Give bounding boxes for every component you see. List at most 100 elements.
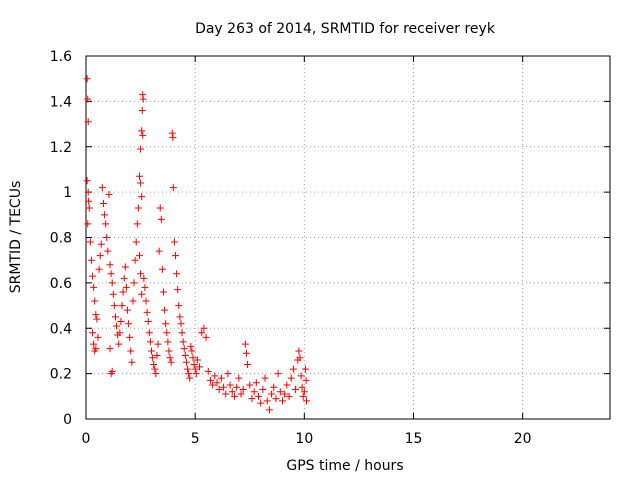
data-point [254,392,262,400]
data-point [206,376,214,384]
data-point [172,252,180,260]
data-point [191,365,199,373]
data-point [202,333,210,341]
data-point [99,199,107,207]
data-point [204,367,212,375]
data-point [121,263,129,271]
data-point [226,381,234,389]
data-point [137,145,145,153]
data-point [145,329,153,337]
data-point [198,329,206,337]
data-point [138,127,146,135]
data-point [215,386,223,394]
data-point [123,306,131,314]
data-point [142,297,150,305]
data-point [257,399,265,407]
data-point [154,340,162,348]
data-point [157,215,165,223]
data-point [300,388,308,396]
data-point [144,317,152,325]
data-point [263,397,271,405]
data-point [259,386,267,394]
data-point [118,302,126,310]
data-point [125,320,133,328]
data-point [86,238,94,246]
data-point [138,193,146,201]
data-point [162,320,170,328]
data-point [128,358,136,366]
data-point [110,302,118,310]
data-point [270,383,278,391]
data-point [91,297,99,305]
data-point [233,383,241,391]
data-point [119,288,127,296]
x-tick-label: 10 [295,431,313,447]
data-point [250,388,258,396]
data-point [178,329,186,337]
data-point [126,333,134,341]
data-point [141,283,149,291]
data-point [89,329,97,337]
data-point [149,354,157,362]
data-point [297,372,305,380]
data-point [276,388,284,396]
data-point [187,342,195,350]
data-point [237,390,245,398]
data-point [85,197,93,205]
data-point [134,204,142,212]
data-point [83,177,91,185]
data-point [301,365,309,373]
data-point [156,204,164,212]
y-axis-label: SRMTID / TECUs [8,181,24,294]
data-point [92,345,100,353]
data-point [241,340,249,348]
y-tick-label: 1 [63,185,72,201]
data-point [283,381,291,389]
data-point [302,376,310,384]
data-point [150,361,158,369]
data-point [113,322,121,330]
data-point [235,374,243,382]
data-point [281,390,289,398]
data-point [167,358,175,366]
data-point [152,370,160,378]
data-point [127,347,135,355]
data-point [133,220,141,228]
data-point [107,270,115,278]
data-point [131,256,139,264]
y-tick-label: 0.4 [50,321,72,337]
data-point [185,370,193,378]
data-point [139,95,147,103]
data-point [296,354,304,362]
data-point [175,302,183,310]
data-point [148,347,155,355]
data-point [164,338,172,346]
y-tick-label: 1.4 [50,94,72,110]
data-point [140,274,148,282]
y-tick-label: 0.8 [50,231,72,247]
data-point [174,286,182,294]
data-point [239,386,247,394]
data-point [122,283,130,291]
data-point [285,392,293,400]
chart-title: Day 263 of 2014, SRMTID for receiver rey… [195,21,496,37]
data-point [161,306,169,314]
data-point [83,75,91,83]
data-point [97,240,105,248]
data-point [292,386,300,394]
data-point [102,220,110,228]
data-point [287,374,295,382]
data-point [272,395,280,403]
data-point [101,211,109,219]
data-point [106,345,114,353]
data-point [265,406,273,414]
data-point [90,340,98,348]
data-point [84,188,92,196]
data-point [186,374,194,382]
data-point [85,204,93,212]
data-point [244,361,252,369]
data-point [176,313,184,321]
data-point [105,190,113,198]
data-point [151,365,159,373]
data-point [93,315,101,323]
